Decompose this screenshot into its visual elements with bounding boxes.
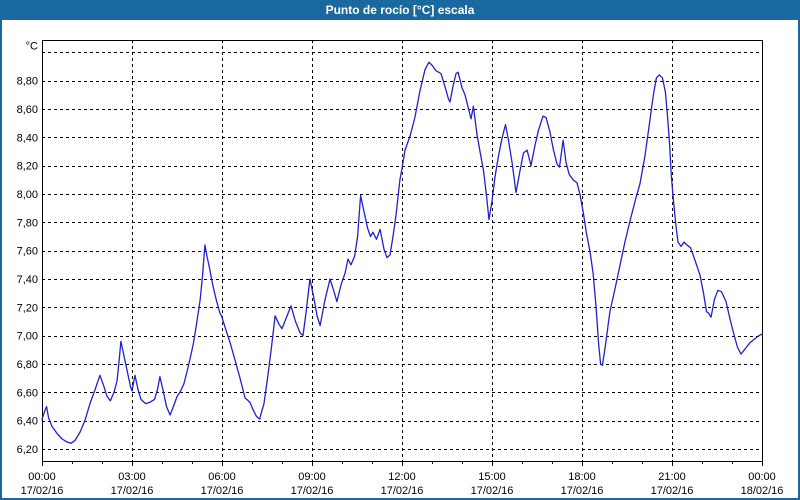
y-tick-label: 7,80 xyxy=(17,217,38,229)
plot-border xyxy=(42,40,763,462)
x-tick-time-label: 03:00 xyxy=(118,471,146,483)
x-tick-date-label: 17/02/16 xyxy=(651,485,694,497)
y-tick-label: 6,40 xyxy=(17,416,38,428)
x-tick-date-label: 17/02/16 xyxy=(471,485,514,497)
x-tick-date-label: 17/02/16 xyxy=(561,485,604,497)
x-tick-time-label: 15:00 xyxy=(478,471,506,483)
y-axis-unit-label: °C xyxy=(26,40,38,52)
dewpoint-series-line xyxy=(41,61,763,444)
x-tick-date-label: 17/02/16 xyxy=(291,485,334,497)
x-tick-time-label: 09:00 xyxy=(298,471,326,483)
x-tick-time-label: 21:00 xyxy=(658,471,686,483)
window-title: Punto de rocío [°C] escala xyxy=(325,3,475,17)
x-tick-time-label: 12:00 xyxy=(388,471,416,483)
x-tick-date-label: 17/02/16 xyxy=(21,485,64,497)
x-tick-time-label: 18:00 xyxy=(568,471,596,483)
x-tick-date-label: 17/02/16 xyxy=(111,485,154,497)
y-tick-label: 8,20 xyxy=(17,161,38,173)
y-tick-label: 7,20 xyxy=(17,302,38,314)
y-tick-label: 7,40 xyxy=(17,274,38,286)
x-tick-time-label: 00:00 xyxy=(28,471,56,483)
y-tick-label: 6,20 xyxy=(17,444,38,456)
y-tick-label: 7,00 xyxy=(17,331,38,343)
y-tick-label: 8,00 xyxy=(17,189,38,201)
x-tick-time-label: 00:00 xyxy=(748,471,776,483)
y-tick-label: 8,60 xyxy=(17,104,38,116)
y-tick-label: 8,40 xyxy=(17,132,38,144)
x-tick-date-label: 18/02/16 xyxy=(741,485,784,497)
y-tick-label: 6,60 xyxy=(17,387,38,399)
x-tick-time-label: 06:00 xyxy=(208,471,236,483)
window-titlebar[interactable]: Punto de rocío [°C] escala xyxy=(2,0,798,20)
x-tick-date-label: 17/02/16 xyxy=(381,485,424,497)
y-tick-label: 6,80 xyxy=(17,359,38,371)
x-tick-date-label: 17/02/16 xyxy=(201,485,244,497)
y-tick-label: 7,60 xyxy=(17,246,38,258)
dewpoint-chart: 6,20 6,40 6,60 6,80 7,00 7,20 7,40 7,60 7,80 8,00… xyxy=(17,40,784,497)
y-tick-label: 8,80 xyxy=(17,76,38,88)
